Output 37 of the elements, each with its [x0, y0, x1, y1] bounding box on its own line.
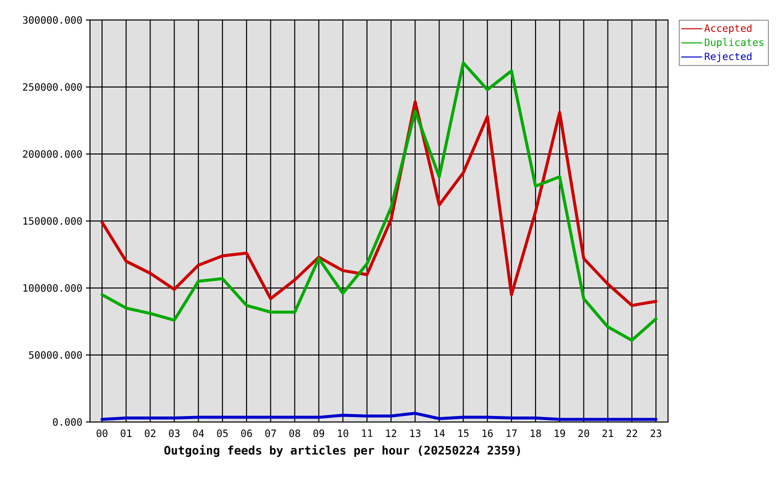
y-tick-label: 200000.000: [23, 150, 82, 158]
x-tick-label: 13: [410, 430, 420, 438]
x-tick-label: 09: [313, 430, 324, 438]
legend-label: Rejected: [704, 52, 752, 62]
line-series: [100, 100, 658, 307]
x-tick-label: 08: [289, 430, 300, 438]
x-tick-label: 10: [338, 430, 348, 438]
y-tick-label: 50000.000: [29, 351, 82, 359]
x-axis-title: Outgoing feeds by articles per hour (20250224 2359): [164, 444, 520, 457]
x-tick-label: 16: [482, 430, 493, 438]
x-tick-label: 01: [120, 430, 132, 438]
x-tick-label: 14: [434, 430, 445, 437]
x-tick-label: 18: [530, 430, 541, 438]
x-tick-label: 15: [458, 430, 469, 437]
x-tick-label: 03: [168, 430, 180, 438]
x-tick-label: 06: [241, 430, 252, 438]
x-tick-label: 17: [506, 430, 517, 437]
x-tick-label: 04: [193, 430, 204, 438]
y-tick-label: 300000.000: [22, 16, 82, 24]
x-tick-label: 00: [96, 430, 108, 438]
x-tick-label: 02: [144, 430, 156, 438]
x-tick-label: 11: [362, 430, 372, 437]
x-tick-label: 20: [578, 430, 590, 438]
line-series: [100, 61, 658, 342]
x-tick-label: 21: [602, 430, 614, 437]
x-tick-label: 07: [265, 430, 276, 438]
x-tick-label: 12: [386, 430, 396, 437]
x-tick-label: 22: [626, 430, 638, 437]
y-tick-label: 0.000: [53, 418, 82, 426]
y-tick-label: 150000.000: [23, 217, 82, 225]
y-tick-label: 100000.000: [23, 284, 82, 292]
x-tick-label: 23: [650, 430, 662, 438]
x-tick-label: 19: [554, 430, 565, 438]
legend-label: Accepted: [704, 24, 752, 34]
legend-label: Duplicates: [704, 38, 764, 48]
x-tick-label: 05: [217, 430, 228, 438]
y-tick-label: 250000.000: [23, 83, 82, 91]
